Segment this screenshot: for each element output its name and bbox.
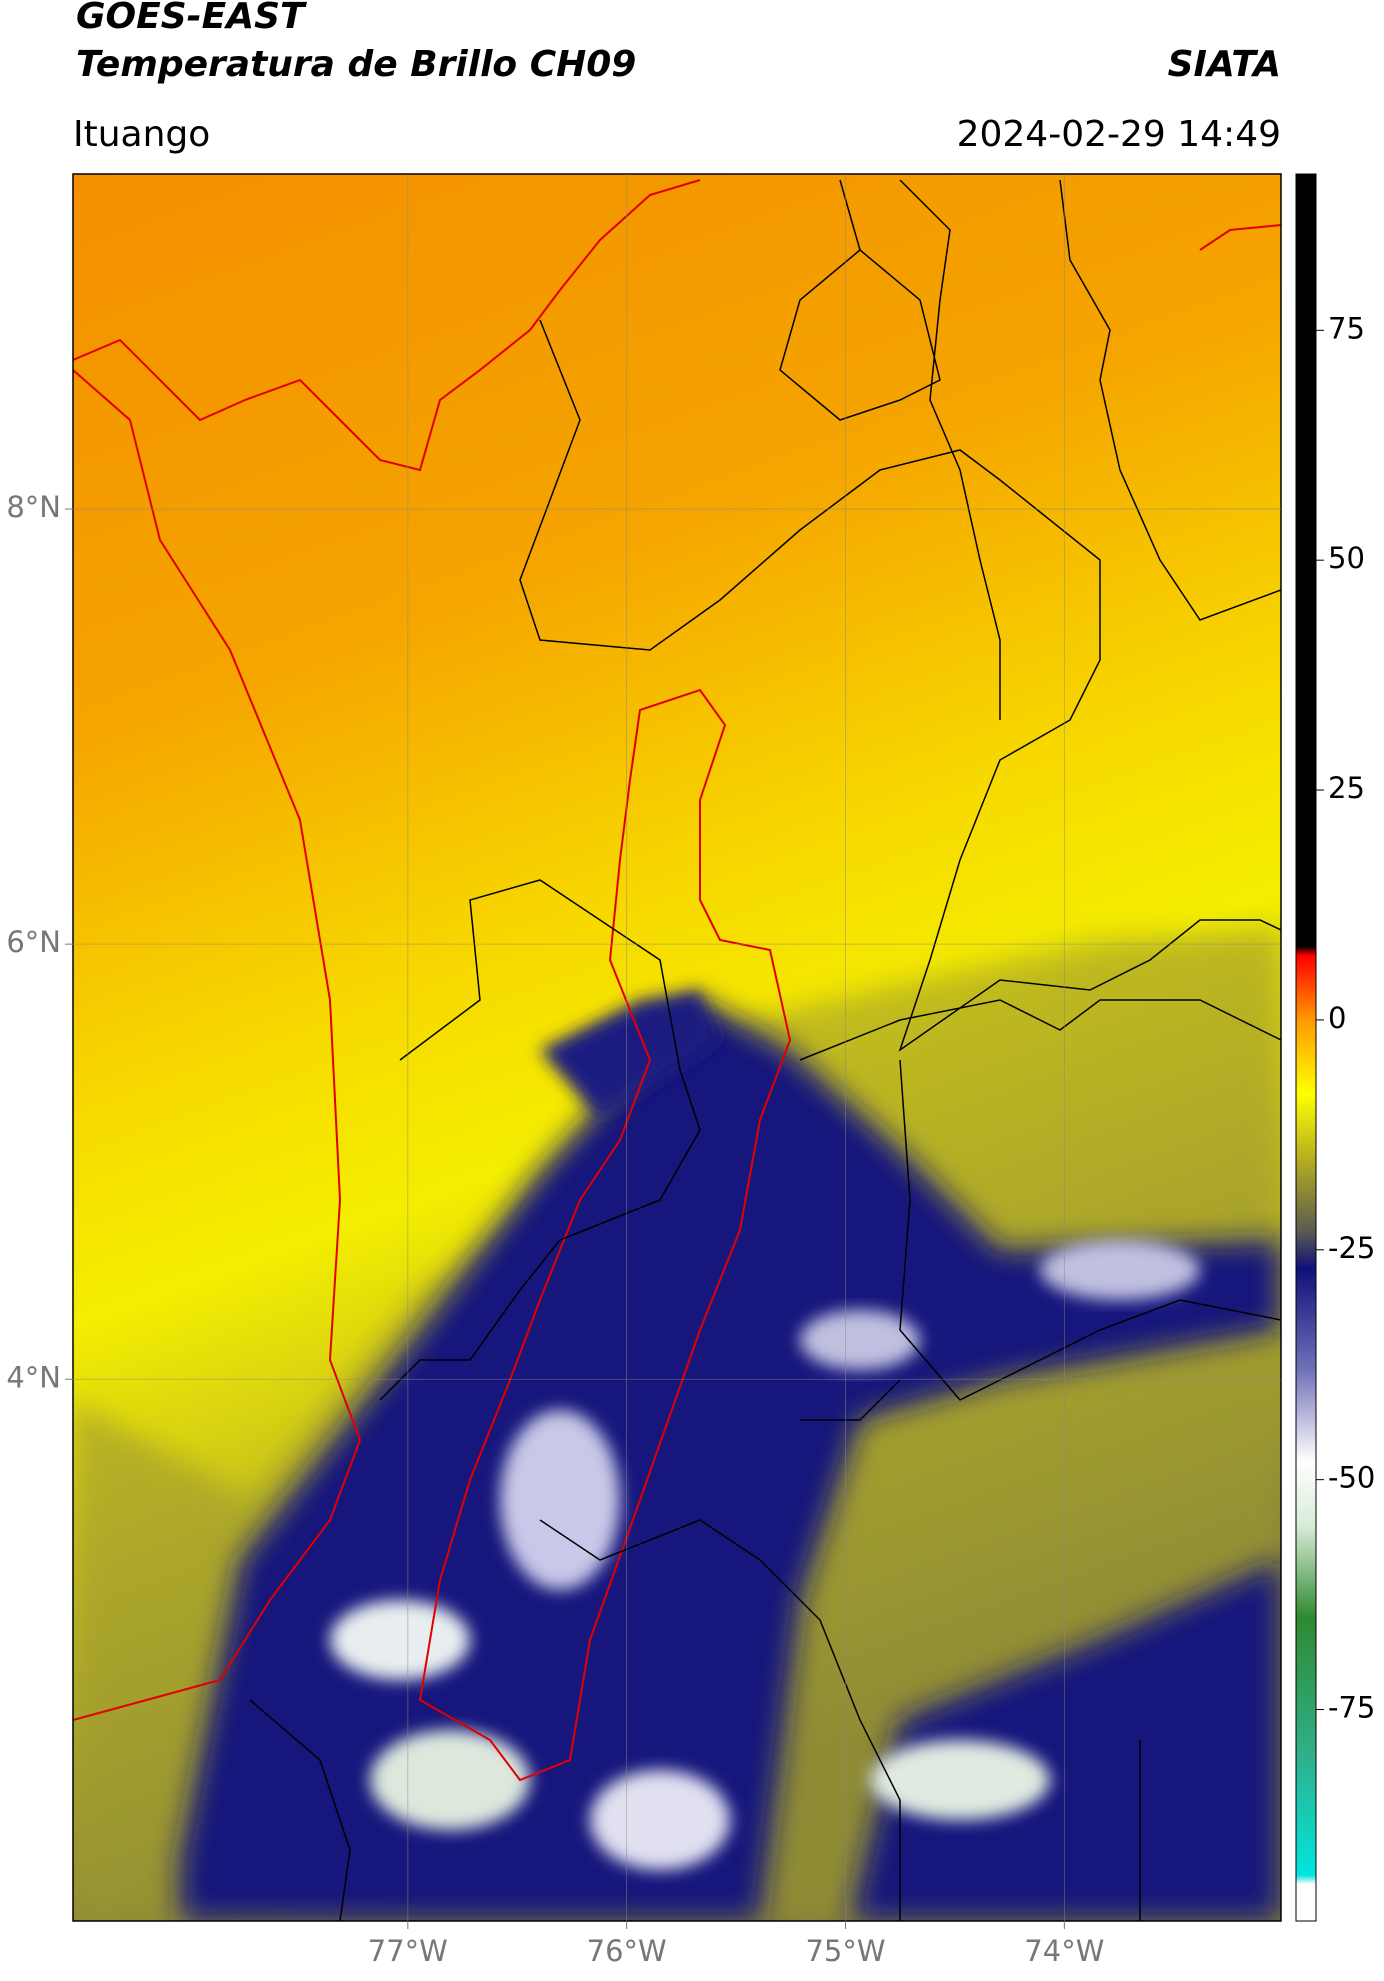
colorbar-tick-label: 25 (1328, 771, 1365, 805)
cloud-band (540, 990, 720, 1120)
subtitle: Temperatura de Brillo CH09 (76, 44, 636, 85)
coastline (1199, 224, 1281, 251)
admin-border (249, 879, 1281, 1921)
cloud-core (870, 1740, 1050, 1820)
cloud-band (180, 1000, 1281, 1921)
title: GOES-EAST (76, 0, 307, 37)
cloud-core (1040, 1240, 1200, 1300)
cloud-band (850, 1560, 1281, 1921)
colorbar-tick-label: -25 (1328, 1231, 1375, 1265)
region: Ituango (73, 114, 210, 155)
x-tick-label: 77°W (368, 1934, 448, 1968)
colorbar-tick-label: -50 (1328, 1461, 1375, 1495)
cloud-core (590, 1770, 730, 1870)
basin-outline (418, 688, 792, 1782)
colorbar-tick-label: 75 (1328, 311, 1365, 345)
x-tick-label: 76°W (587, 1934, 667, 1968)
cloud-core (330, 1600, 470, 1680)
y-tick-label: 6°N (6, 925, 61, 959)
map-frame (72, 173, 1282, 1922)
admin-border (779, 179, 1281, 720)
coastline (73, 369, 362, 1721)
colorbar-tick-label: -75 (1328, 1691, 1375, 1725)
coastline (73, 179, 701, 472)
admin-border (519, 319, 1281, 1052)
cloud-core (800, 1310, 920, 1370)
cloud-core (500, 1410, 620, 1590)
colorbar-tick-label: 0 (1328, 1001, 1346, 1035)
colorbar-tick-label: 50 (1328, 541, 1365, 575)
x-tick-label: 75°W (805, 1934, 885, 1968)
y-tick-label: 4°N (6, 1360, 61, 1394)
cloud-core (370, 1730, 530, 1830)
colorbar (1295, 173, 1317, 1922)
map-area (73, 174, 1281, 1921)
y-tick-label: 8°N (6, 490, 61, 524)
x-tick-label: 74°W (1024, 1934, 1104, 1968)
timestamp: 2024-02-29 14:49 (957, 114, 1281, 155)
source: SIATA (1168, 44, 1281, 85)
